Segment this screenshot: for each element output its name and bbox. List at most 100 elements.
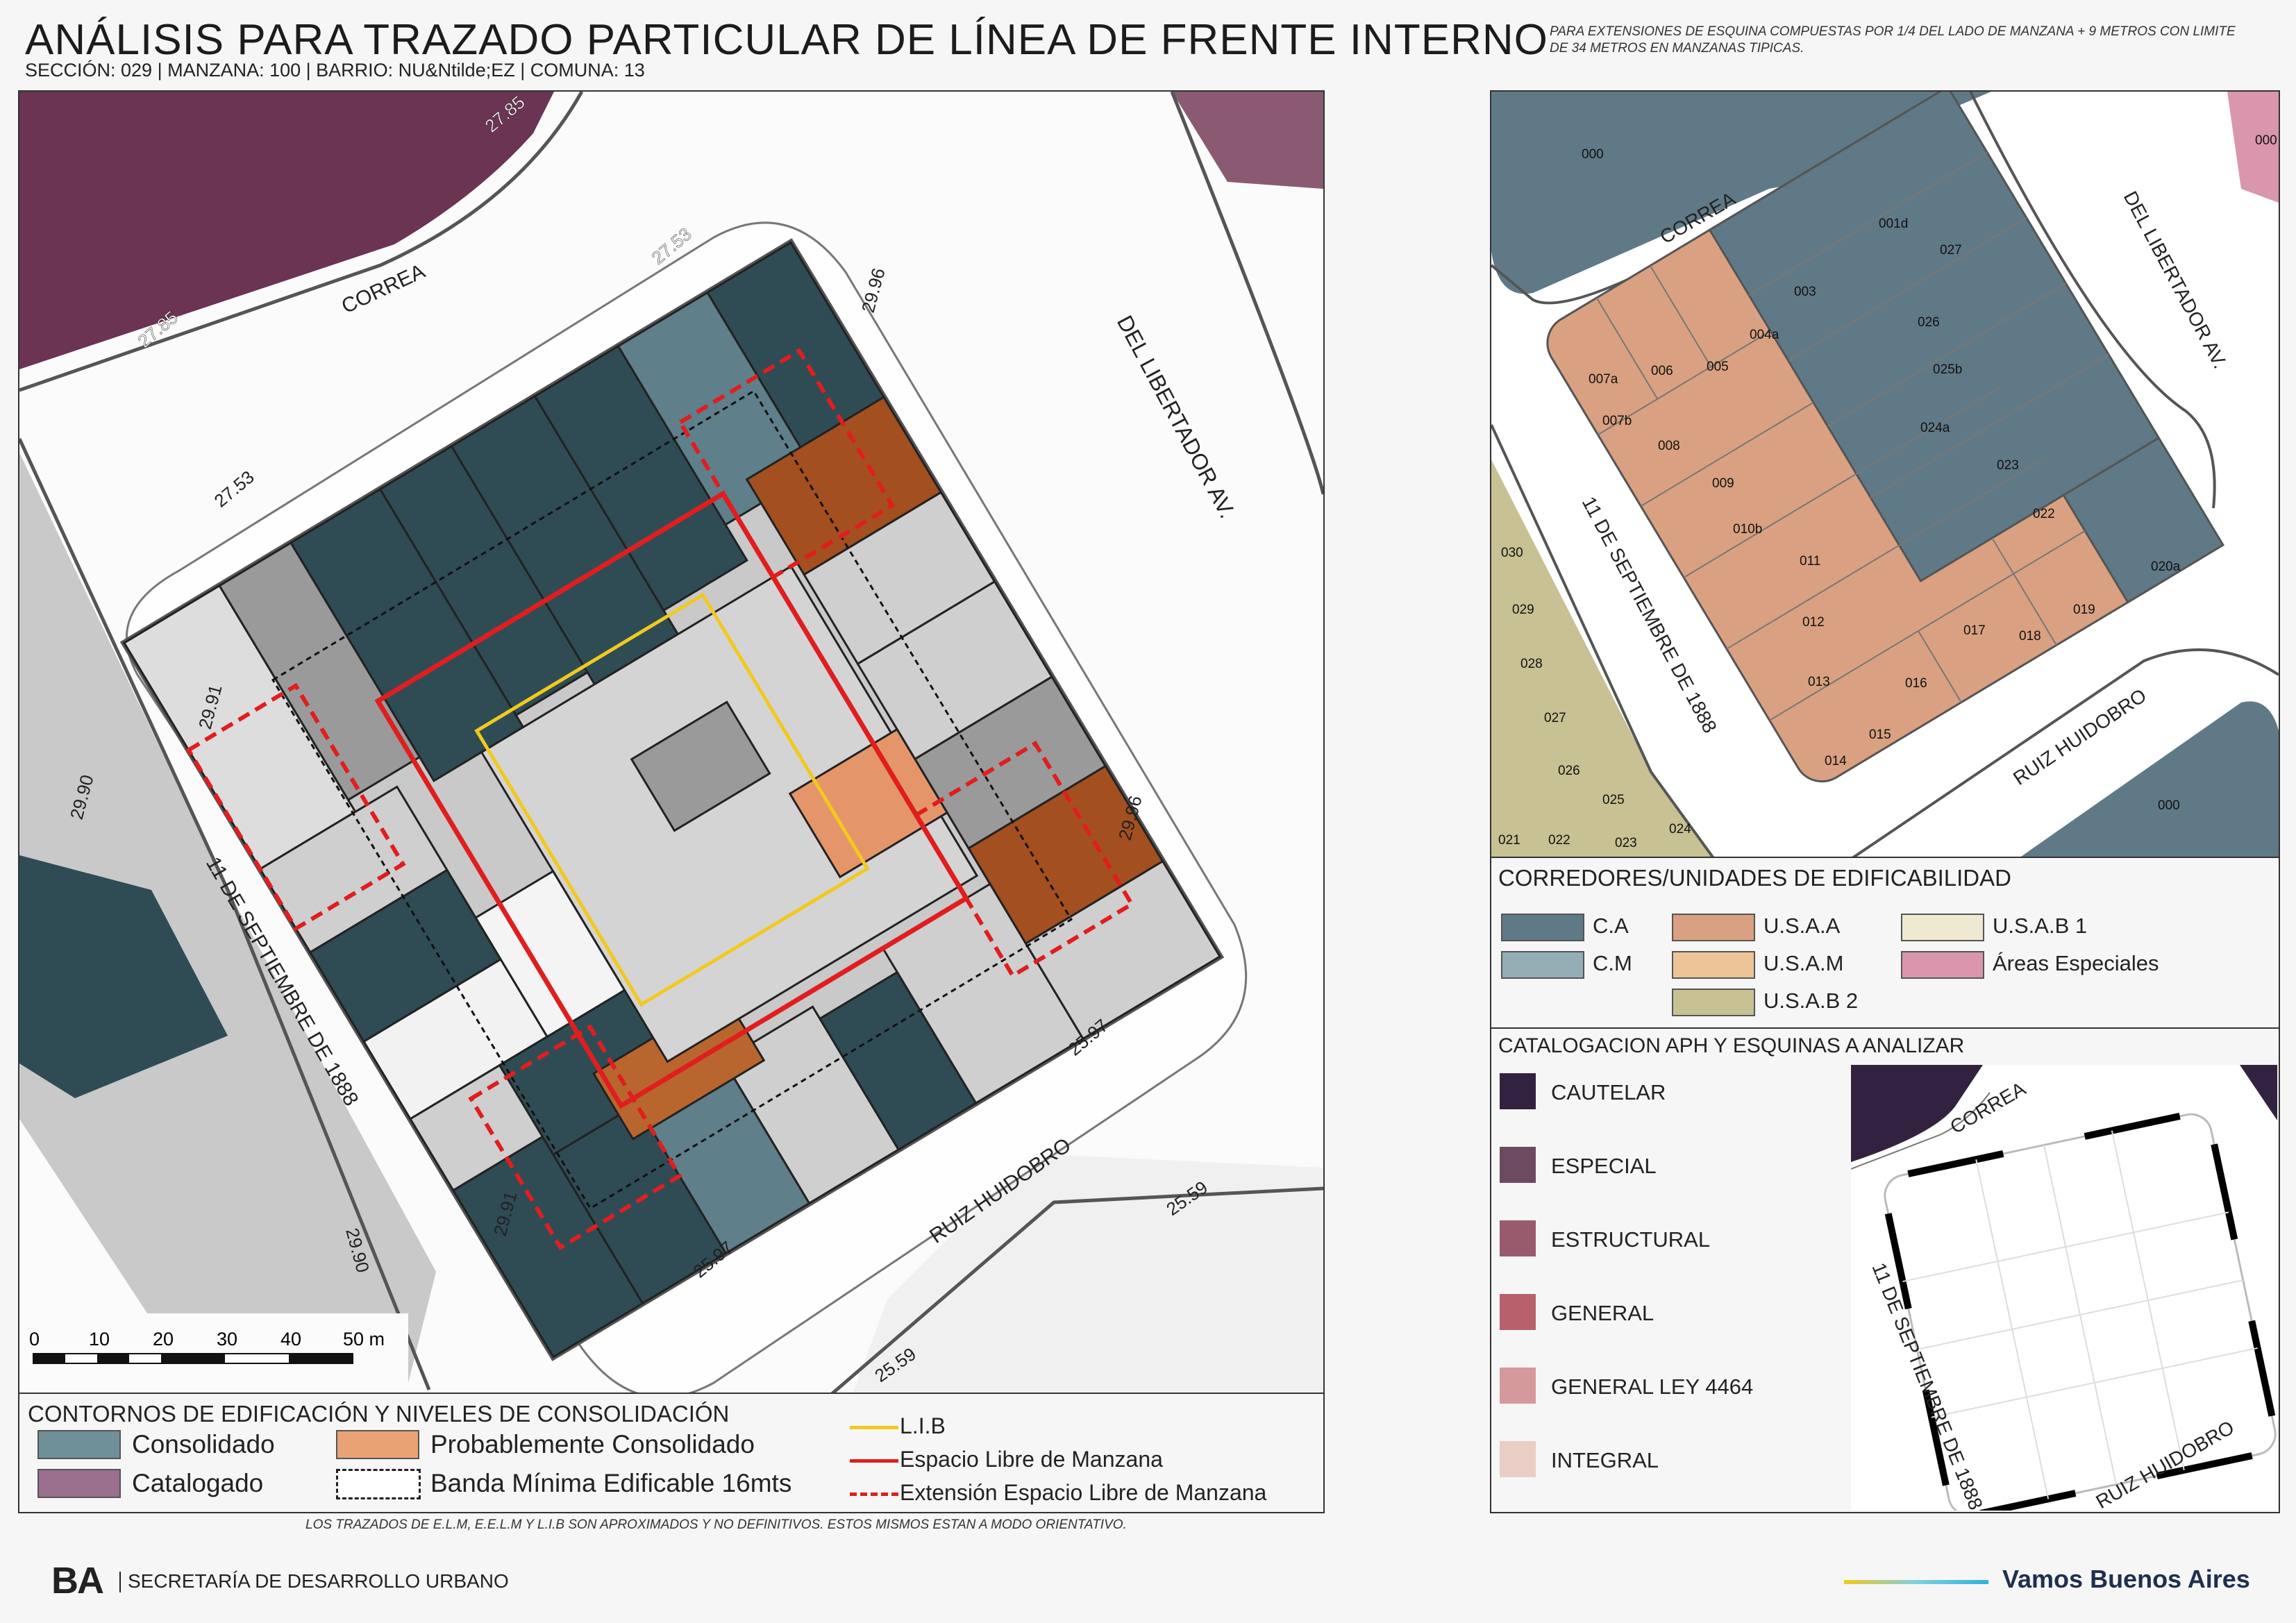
svg-text:018: 018 (2019, 629, 2041, 644)
swatch-catalogado (37, 1469, 121, 1498)
scale-tick: 10 (89, 1329, 110, 1349)
main-map-panel[interactable]: CORREA DEL LIBERTADOR AV. 11 DE SEPTIEMB… (18, 90, 1325, 1395)
legend-consolidacion: CONTORNOS DE EDIFICACIÓN Y NIVELES DE CO… (18, 1393, 1325, 1513)
legend-usab1: U.S.A.B 1 (1993, 914, 2088, 938)
legend-general-ley: GENERAL LEY 4464 (1551, 1374, 1754, 1399)
svg-text:021: 021 (1498, 833, 1520, 848)
swatch-usaa (1672, 914, 1755, 941)
parcel-map-block[interactable] (1537, 92, 2225, 792)
svg-text:027: 027 (1940, 243, 1962, 258)
legend-ca: C.A (1593, 914, 1629, 938)
page-subtitle: SECCIÓN: 029 | MANZANA: 100 | BARRIO: NU… (25, 60, 645, 81)
legend-integral: INTEGRAL (1551, 1448, 1659, 1472)
legend-catalogacion-title: CATALOGACION APH Y ESQUINAS A ANALIZAR (1498, 1034, 1965, 1057)
svg-text:024a: 024a (1920, 421, 1950, 435)
disclaimer: LOS TRAZADOS DE E.L.M, E.E.L.M Y L.I.B S… (305, 1517, 1127, 1532)
scale-tick: 30 (217, 1329, 237, 1349)
svg-text:025: 025 (1602, 793, 1625, 807)
svg-text:022: 022 (2033, 507, 2055, 521)
svg-text:023: 023 (1615, 836, 1637, 850)
svg-text:027: 027 (1544, 711, 1566, 725)
svg-text:000: 000 (2158, 798, 2180, 813)
scale-tick: 50 m (343, 1329, 385, 1349)
parcel-labels: 000 000 000 001d 027 003 004a 005 006 00… (1498, 133, 2277, 850)
banda-minima-edificable (271, 389, 1073, 1210)
svg-text:005: 005 (1707, 360, 1729, 374)
parcel-map: 000 000 000 001d 027 003 004a 005 006 00… (1491, 92, 2279, 858)
corner-inset-map[interactable]: CORREA 11 DE SEPTIEMBRE DE 1888 RUIZ HUI… (1851, 1065, 2277, 1511)
svg-text:015: 015 (1869, 728, 1891, 742)
swatch-consolidado (37, 1430, 121, 1459)
svg-text:003: 003 (1794, 285, 1816, 299)
svg-text:011: 011 (1800, 554, 1820, 569)
swatch-ca (1501, 914, 1584, 941)
svg-text:026: 026 (1918, 315, 1940, 330)
legend-usab2: U.S.A.B 2 (1763, 989, 1859, 1013)
org-name: SECRETARÍA DE DESARROLLO URBANO (128, 1570, 509, 1592)
svg-text:029: 029 (1512, 603, 1534, 617)
svg-text:006: 006 (1651, 364, 1673, 378)
legend-consolidacion-title: CONTORNOS DE EDIFICACIÓN Y NIVELES DE CO… (28, 1401, 730, 1427)
swatch-estructural (1500, 1220, 1536, 1256)
svg-text:013: 013 (1808, 675, 1830, 689)
legend-catalogacion: CATALOGACION APH Y ESQUINAS A ANALIZAR C… (1490, 1027, 2280, 1513)
svg-text:020a: 020a (2151, 560, 2181, 574)
svg-text:007b: 007b (1602, 414, 1632, 428)
swatch-banda-minima (336, 1469, 421, 1499)
legend-consolidado: Consolidado (132, 1430, 275, 1458)
lib-line (474, 592, 870, 1007)
svg-text:004a: 004a (1750, 328, 1779, 342)
legend-usaa: U.S.A.A (1763, 914, 1841, 938)
svg-text:017: 017 (1963, 623, 1986, 638)
page-title: ANÁLISIS PARA TRAZADO PARTICULAR DE LÍNE… (25, 16, 1548, 64)
svg-text:000: 000 (1582, 147, 1604, 162)
svg-text:025b: 025b (1933, 362, 1962, 377)
scale-bar: 0 10 20 30 40 50 m (19, 1313, 408, 1394)
svg-text:023: 023 (1997, 458, 2019, 473)
parcel-map-panel[interactable]: 000 000 000 001d 027 003 004a 005 006 00… (1490, 90, 2280, 859)
svg-text:001d: 001d (1879, 217, 1908, 231)
swatch-especial (1500, 1147, 1536, 1183)
legend-extension-espacio-libre: Extensión Espacio Libre de Manzana (900, 1480, 1267, 1505)
svg-text:030: 030 (1501, 546, 1523, 560)
swatch-usab1 (1901, 914, 1984, 941)
legend-general: GENERAL (1551, 1301, 1654, 1325)
svg-text:009: 009 (1712, 476, 1734, 491)
svg-text:008: 008 (1658, 439, 1680, 453)
logo-divider (119, 1572, 121, 1592)
svg-text:022: 022 (1548, 833, 1570, 848)
legend-lib: L.I.B (900, 1413, 946, 1438)
legend-banda-minima: Banda Mínima Edificable 16mts (430, 1469, 792, 1497)
scale-tick: 20 (153, 1329, 174, 1349)
svg-text:000: 000 (2255, 133, 2277, 148)
legend-probablemente-consolidado: Probablemente Consolidado (430, 1430, 755, 1458)
legend-cm: C.M (1593, 951, 1632, 975)
legend-corredores-title: CORREDORES/UNIDADES DE EDIFICABILIDAD (1498, 865, 2011, 891)
scale-tick: 0 (29, 1329, 40, 1349)
extension-note: PARA EXTENSIONES DE ESQUINA COMPUESTAS P… (1550, 24, 2236, 56)
main-map: CORREA DEL LIBERTADOR AV. 11 DE SEPTIEMB… (19, 92, 1323, 1394)
legend-usam: U.S.A.M (1763, 951, 1844, 975)
svg-text:019: 019 (2073, 603, 2095, 617)
line-espacio-libre (850, 1459, 898, 1463)
svg-text:024: 024 (1669, 822, 1691, 836)
parcel-block[interactable] (119, 238, 1225, 1361)
legend-catalogado: Catalogado (132, 1469, 264, 1497)
svg-text:010b: 010b (1733, 522, 1762, 537)
scale-tick: 40 (280, 1329, 301, 1349)
swatch-general (1500, 1294, 1536, 1330)
line-lib (850, 1426, 898, 1429)
brand-name: Vamos Buenos Aires (2002, 1565, 2250, 1593)
swatch-integral (1500, 1441, 1536, 1477)
svg-text:026: 026 (1558, 764, 1580, 778)
legend-especial: ESPECIAL (1551, 1154, 1657, 1178)
svg-text:007a: 007a (1589, 372, 1618, 387)
swatch-probablemente-consolidado (336, 1430, 419, 1459)
legend-espacio-libre: Espacio Libre de Manzana (900, 1447, 1163, 1472)
ba-logo: BA (51, 1560, 104, 1601)
swatch-general-ley (1500, 1368, 1536, 1404)
legend-estructural: ESTRUCTURAL (1551, 1227, 1711, 1252)
svg-text:016: 016 (1905, 676, 1927, 691)
legend-cautelar: CAUTELAR (1551, 1080, 1666, 1104)
catalogued-block-north (19, 92, 554, 369)
